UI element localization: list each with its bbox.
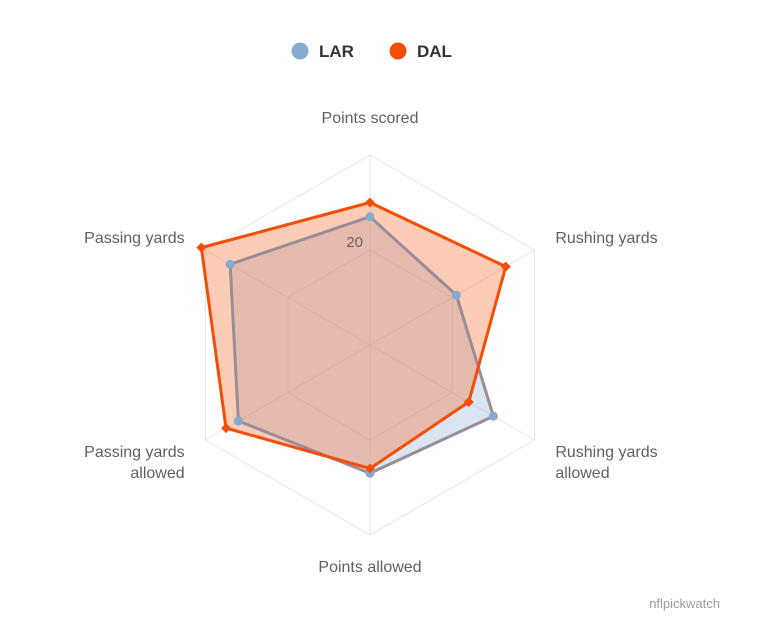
legend-symbol-dal — [389, 42, 407, 60]
tick-label: 20 — [346, 234, 363, 251]
axis-label-line: allowed — [130, 465, 184, 482]
grid-spoke — [205, 344, 371, 441]
data-point-dal[interactable] — [196, 242, 207, 253]
data-point-lar[interactable] — [225, 259, 235, 269]
data-point-lar[interactable] — [233, 416, 243, 426]
axis-label: Rushing yards — [555, 230, 657, 247]
axis-label: Points allowed — [318, 559, 421, 576]
axis-label-line: Passing yards — [84, 230, 185, 247]
axis-label: Passing yards — [84, 230, 185, 247]
axis-label-line: Points allowed — [318, 559, 421, 576]
axis-label-line: Rushing yards — [555, 230, 657, 247]
tick-labels: 20 — [346, 234, 363, 251]
data-point-lar[interactable] — [365, 212, 375, 222]
legend-label-lar: LAR — [319, 42, 354, 61]
axis-label: Passing yards allowed — [84, 444, 185, 482]
series-markers — [196, 197, 511, 478]
legend: LAR DAL — [291, 42, 452, 61]
axis-label: Points scored — [322, 110, 419, 127]
legend-item-dal[interactable]: DAL — [389, 42, 452, 61]
legend-label-dal: DAL — [417, 42, 452, 61]
data-point-dal[interactable] — [221, 423, 232, 434]
data-point-dal[interactable] — [463, 397, 474, 407]
data-point-dal[interactable] — [365, 197, 375, 208]
credit-text[interactable]: nflpickwatch — [649, 596, 720, 611]
axis-label-line: Points scored — [322, 110, 419, 127]
axis-label: Rushing yards allowed — [555, 444, 657, 482]
radar-grid — [204, 154, 536, 536]
axis-labels: Points scored Rushing yards Rushing yards a… — [84, 110, 657, 576]
data-point-lar[interactable] — [488, 411, 498, 421]
axis-label-line: Rushing yards — [555, 444, 657, 461]
legend-item-lar[interactable]: LAR — [291, 42, 354, 61]
legend-symbol-lar — [291, 42, 309, 60]
axis-label-line: allowed — [555, 465, 609, 482]
series-area-lar — [230, 216, 494, 474]
grid-spoke — [369, 344, 535, 441]
data-point-dal[interactable] — [365, 463, 375, 474]
data-point-dal[interactable] — [500, 261, 511, 272]
data-point-lar[interactable] — [451, 290, 461, 300]
axis-label-line: Passing yards — [84, 444, 185, 461]
